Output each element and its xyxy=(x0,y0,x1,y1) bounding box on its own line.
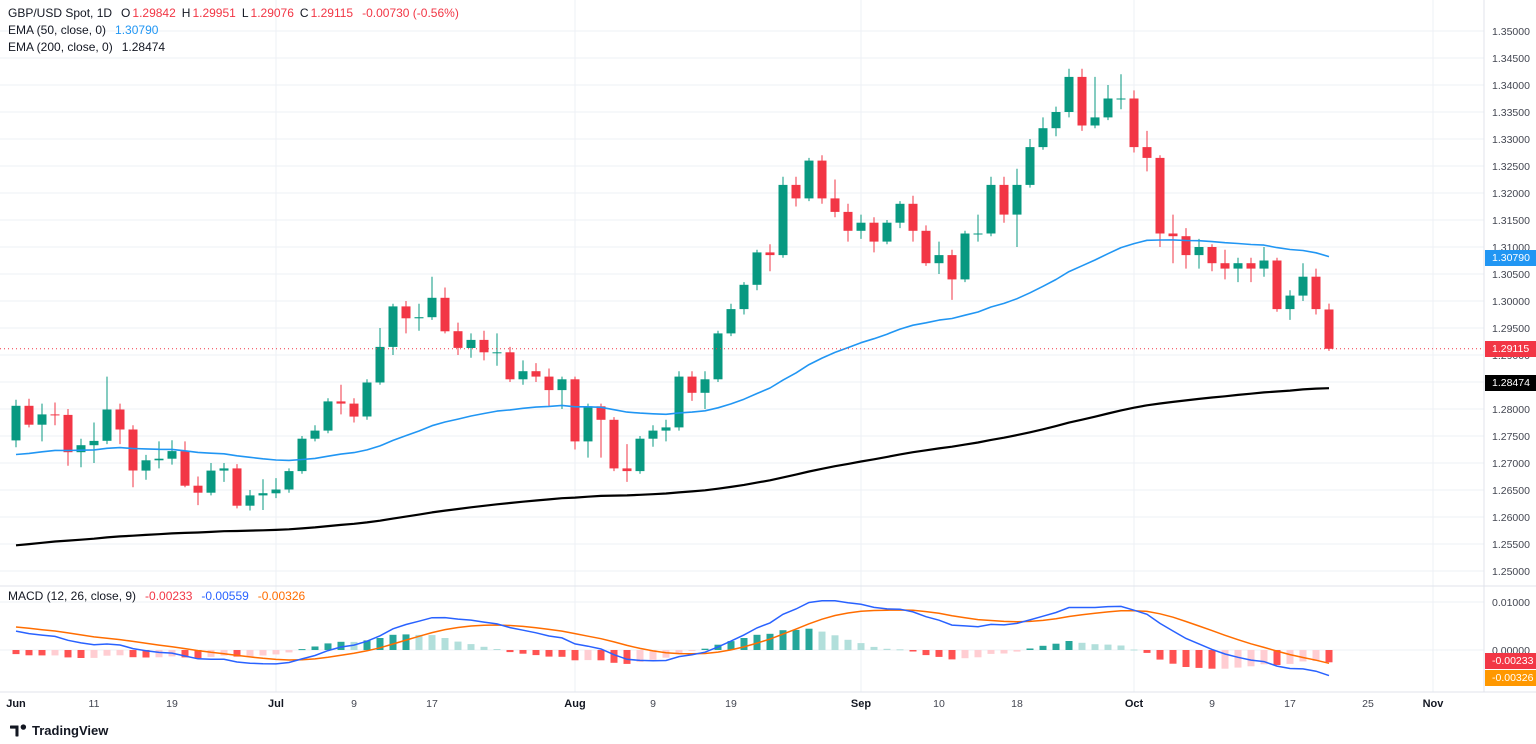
svg-text:19: 19 xyxy=(725,698,737,710)
svg-text:Aug: Aug xyxy=(564,698,585,710)
svg-text:17: 17 xyxy=(1284,698,1296,710)
svg-text:1.34500: 1.34500 xyxy=(1492,53,1530,65)
svg-text:1.27500: 1.27500 xyxy=(1492,431,1530,443)
macd-legend-row[interactable]: MACD (12, 26, close, 9) -0.00233 -0.00559-… xyxy=(8,589,305,603)
symbol-legend-row[interactable]: GBP/USD Spot, 1D O 1.29842 H 1.29951 L 1.29076… xyxy=(8,5,459,22)
svg-text:1.26500: 1.26500 xyxy=(1492,485,1530,497)
change-value: -0.00730 (-0.56%) xyxy=(362,6,459,20)
svg-text:1.32500: 1.32500 xyxy=(1492,161,1530,173)
ema200-label: EMA (200, close, 0) xyxy=(8,40,113,54)
svg-text:1.30000: 1.30000 xyxy=(1492,296,1530,308)
svg-text:9: 9 xyxy=(1209,698,1215,710)
svg-text:9: 9 xyxy=(351,698,357,710)
macd-line-value: -0.00559 xyxy=(201,589,249,603)
low-value: 1.29076 xyxy=(250,6,294,20)
svg-text:Jun: Jun xyxy=(6,698,26,710)
last-price-axis-badge: 1.29115 xyxy=(1485,340,1536,357)
ema200-legend-row[interactable]: EMA (200, close, 0) 1.28474 xyxy=(8,39,459,56)
macd-legend: MACD (12, 26, close, 9) -0.00233 -0.00559-… xyxy=(8,589,305,603)
svg-text:11: 11 xyxy=(89,698,100,710)
close-label: C xyxy=(299,6,309,20)
svg-text:1.35000: 1.35000 xyxy=(1492,26,1530,38)
tradingview-label: TradingView xyxy=(32,723,109,738)
svg-text:1.25000: 1.25000 xyxy=(1492,566,1530,578)
svg-text:1.31500: 1.31500 xyxy=(1492,215,1530,227)
svg-text:Sep: Sep xyxy=(851,698,871,710)
ema50-axis-badge: 1.30790 xyxy=(1485,250,1536,267)
svg-text:19: 19 xyxy=(166,698,178,710)
svg-text:1.30500: 1.30500 xyxy=(1492,269,1530,281)
macd-hist-badge: -0.00233 xyxy=(1485,653,1536,670)
macd-signal-value: -0.00326 xyxy=(257,589,306,603)
ema50-legend-row[interactable]: EMA (50, close, 0) 1.30790 xyxy=(8,22,459,39)
svg-text:1.32000: 1.32000 xyxy=(1492,188,1530,200)
symbol-title: GBP/USD Spot, 1D xyxy=(8,6,113,20)
svg-text:1.28000: 1.28000 xyxy=(1492,404,1530,416)
tradingview-logo-icon xyxy=(10,723,27,736)
svg-text:1.33500: 1.33500 xyxy=(1492,107,1530,119)
open-value: 1.29842 xyxy=(132,6,176,20)
svg-text:17: 17 xyxy=(426,698,438,710)
ema200-axis-badge: 1.28474 xyxy=(1485,375,1536,392)
tradingview-watermark[interactable]: TradingView xyxy=(10,723,108,738)
low-label: L xyxy=(241,6,249,20)
svg-text:1.25500: 1.25500 xyxy=(1492,539,1530,551)
ema50-value: 1.30790 xyxy=(115,23,159,37)
svg-text:Nov: Nov xyxy=(1423,698,1445,710)
macd-title: MACD (12, 26, close, 9) xyxy=(8,589,137,603)
high-label: H xyxy=(181,6,191,20)
svg-text:Oct: Oct xyxy=(1125,698,1144,710)
svg-text:9: 9 xyxy=(650,698,656,710)
ema50-label: EMA (50, close, 0) xyxy=(8,23,107,37)
svg-text:1.27000: 1.27000 xyxy=(1492,458,1530,470)
macd-hist-value: -0.00233 xyxy=(145,589,193,603)
svg-text:1.26000: 1.26000 xyxy=(1492,512,1530,524)
svg-text:1.29500: 1.29500 xyxy=(1492,323,1530,335)
close-value: 1.29115 xyxy=(310,6,354,20)
svg-text:1.33000: 1.33000 xyxy=(1492,134,1530,146)
svg-text:18: 18 xyxy=(1011,698,1023,710)
svg-text:1.34000: 1.34000 xyxy=(1492,80,1530,92)
svg-text:10: 10 xyxy=(933,698,945,710)
macd-signal-badge: -0.00326 xyxy=(1485,670,1536,687)
ema200-value: 1.28474 xyxy=(121,40,166,54)
high-value: 1.29951 xyxy=(192,6,236,20)
svg-text:Jul: Jul xyxy=(268,698,284,710)
svg-text:25: 25 xyxy=(1362,698,1374,710)
open-label: O xyxy=(121,6,131,20)
main-legend: GBP/USD Spot, 1D O 1.29842 H 1.29951 L 1.29076… xyxy=(8,5,459,56)
svg-text:0.01000: 0.01000 xyxy=(1492,597,1530,609)
